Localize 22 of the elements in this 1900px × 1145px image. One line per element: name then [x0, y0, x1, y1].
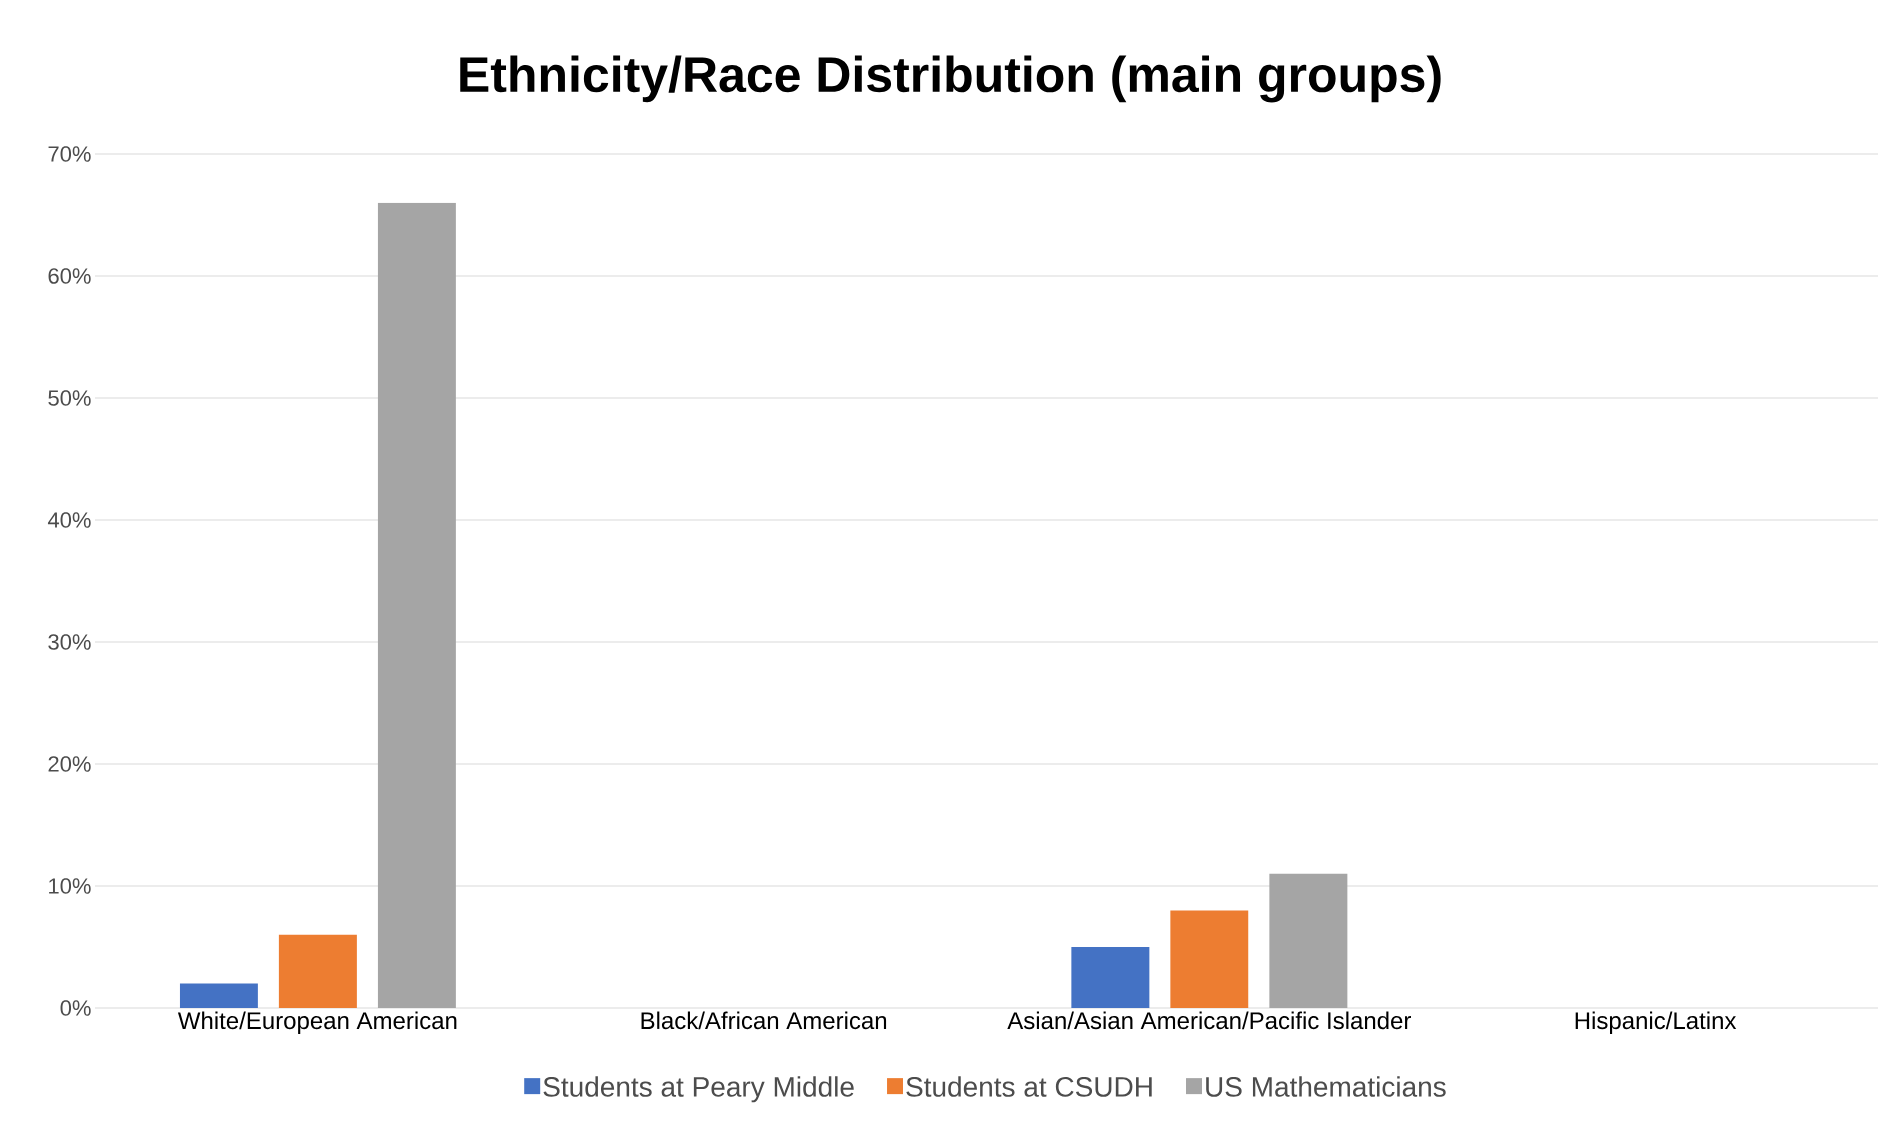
legend-label: Students at Peary Middle — [543, 1076, 854, 1103]
bar — [1071, 946, 1150, 1008]
bar — [377, 202, 456, 1008]
bar — [179, 983, 258, 1008]
bar — [1269, 873, 1348, 1008]
legend-label: Students at CSUDH — [906, 1076, 1152, 1097]
y-tick-label: 20% — [48, 756, 91, 772]
bar — [278, 934, 357, 1008]
x-tick-label: Hispanic/Latinx — [1575, 1011, 1737, 1034]
legend-label: US Mathematicians — [1206, 1076, 1446, 1097]
y-tick-label: 40% — [47, 512, 91, 528]
y-tick-label: 10% — [49, 878, 91, 894]
chart-title: Ethnicity/Race Distribution (main groups) — [460, 55, 1441, 103]
y-tick-label: 30% — [48, 634, 91, 650]
x-tick-label: Asian/Asian American/Pacific Islander — [1007, 1011, 1411, 1030]
x-tick-label: Black/African American — [641, 1011, 887, 1030]
y-tick-label: 0% — [60, 1000, 91, 1016]
bar — [1170, 910, 1249, 1008]
y-tick-label: 70% — [48, 146, 91, 162]
y-tick-label: 60% — [48, 268, 91, 284]
y-tick-label: 50% — [48, 390, 91, 406]
x-tick-label: White/European American — [177, 1011, 457, 1034]
